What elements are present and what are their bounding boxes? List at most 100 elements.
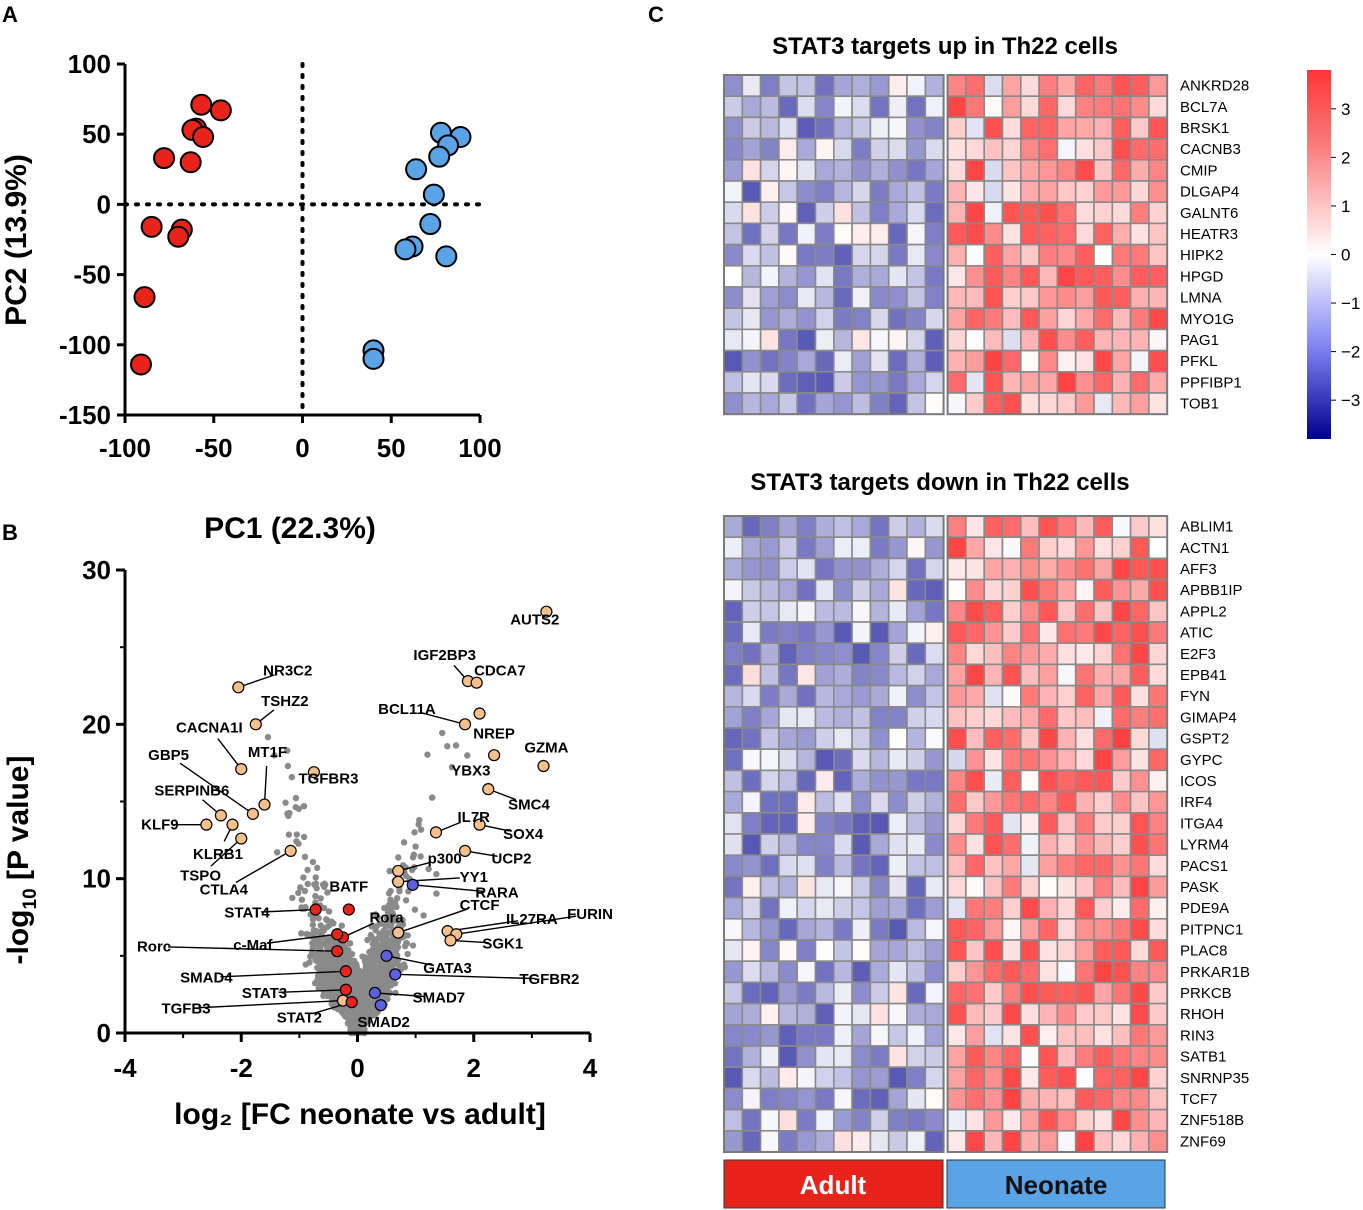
volcano-gene-point (358, 999, 365, 1006)
heatmap-row-label: E2F3 (1180, 646, 1216, 663)
heatmap-cell (1093, 222, 1114, 246)
heatmap-cell (1074, 243, 1095, 267)
heatmap-cell (723, 1066, 744, 1090)
heatmap-cell (723, 557, 744, 581)
volcano-gene-point (377, 920, 384, 927)
heatmap-cell (983, 349, 1004, 373)
heatmap-cell (1129, 328, 1150, 352)
heatmap-cell (832, 1087, 853, 1111)
heatmap-cell (1129, 790, 1150, 814)
heatmap-cell (759, 557, 780, 581)
heatmap-cell (741, 578, 762, 602)
heatmap-cell (814, 896, 835, 920)
heatmap-cell (983, 95, 1004, 119)
colorbar-tick-label: 2 (1341, 148, 1350, 167)
heatmap-cell (1129, 917, 1150, 941)
heatmap-row-label: APBB1IP (1180, 582, 1243, 599)
heatmap-cell (796, 1108, 817, 1132)
heatmap-up: ANKRD28 BCL7A BRSK1 CACNB3 CMIP DLGAP4 GALNT6 H… (723, 74, 1249, 416)
heatmap-cell (723, 663, 744, 687)
volcano-point-tgfbr2 (389, 968, 402, 981)
heatmap-cell (1038, 264, 1059, 288)
heatmap-cell (1129, 833, 1150, 857)
heatmap-cell (1093, 307, 1114, 331)
heatmap-cell (778, 684, 799, 708)
heatmap-cell (1129, 95, 1150, 119)
heatmap-cell (965, 1002, 986, 1026)
heatmap-cell (832, 1108, 853, 1132)
heatmap-cell (851, 328, 872, 352)
heatmap-cell (924, 1002, 945, 1026)
heatmap-cell (1093, 74, 1114, 98)
heatmap-cell (965, 222, 986, 246)
heatmap-cell (887, 1045, 908, 1069)
heatmap-cell (906, 1045, 927, 1069)
heatmap-cell (924, 833, 945, 857)
heatmap-row-label: DLGAP4 (1180, 184, 1239, 201)
y-title-tail: [P value] (2, 756, 35, 889)
heatmap-cell (759, 939, 780, 963)
heatmap-cell (759, 349, 780, 373)
heatmap-cell (796, 74, 817, 98)
heatmap-cell (887, 222, 908, 246)
heatmap-cell (759, 875, 780, 899)
heatmap-cell (778, 286, 799, 310)
heatmap-cell (814, 536, 835, 560)
pca-y-tick-label: -50 (73, 260, 111, 290)
volcano-gene-point (315, 915, 322, 922)
heatmap-cell (869, 1045, 890, 1069)
heatmap-cell (1056, 1130, 1077, 1153)
heatmap-cell (778, 95, 799, 119)
heatmap-cell (1074, 811, 1095, 835)
heatmap-cell (759, 1066, 780, 1090)
heatmap-cell (1111, 243, 1132, 267)
heatmap-cell (723, 833, 744, 857)
heatmap-cell (924, 392, 945, 416)
panel-letter-a: A (2, 2, 18, 27)
heatmap-cell (906, 705, 927, 729)
heatmap-cell (778, 833, 799, 857)
heatmap-cell (814, 705, 835, 729)
volcano-gene-point (300, 802, 308, 810)
heatmap-cell (1001, 875, 1022, 899)
heatmap-cell (1038, 790, 1059, 814)
heatmap-cell (983, 705, 1004, 729)
heatmap-cell (1093, 621, 1114, 645)
heatmap-cell (1019, 917, 1040, 941)
heatmap-cell (723, 854, 744, 878)
heatmap-cell (778, 243, 799, 267)
heatmap-cell (1111, 727, 1132, 751)
heatmap-row-label: ZNF518B (1180, 1112, 1244, 1129)
heatmap-cell (1093, 349, 1114, 373)
heatmap-cell (1038, 875, 1059, 899)
volcano-gene-point (381, 904, 388, 912)
heatmap-cell (965, 264, 986, 288)
volcano-gene-point (313, 928, 321, 936)
volcano-gene-point (309, 858, 317, 866)
heatmap-cell (832, 981, 853, 1005)
heatmap-cell (1093, 578, 1114, 602)
heatmap-cell (778, 180, 799, 204)
heatmap-cell (723, 264, 744, 288)
heatmap-cell (1001, 854, 1022, 878)
heatmap-cell (759, 159, 780, 182)
heatmap-cell (759, 578, 780, 602)
heatmap-cell (851, 896, 872, 920)
heatmap-cell (796, 180, 817, 204)
heatmap-cell (946, 349, 967, 373)
heatmap-cell (1019, 95, 1040, 119)
heatmap-cell (1111, 811, 1132, 835)
heatmap-cell (832, 642, 853, 666)
heatmap-cell (796, 515, 817, 539)
heatmap-cell (778, 370, 799, 394)
heatmap-cell (741, 939, 762, 963)
heatmap-cell (796, 621, 817, 645)
volcano-gene-point (288, 773, 296, 781)
heatmap-cell (814, 286, 835, 310)
heatmap-cell (1129, 875, 1150, 899)
heatmap-cell (778, 264, 799, 288)
heatmap-cell (983, 1002, 1004, 1026)
heatmap-cell (924, 811, 945, 835)
heatmap-cell (946, 727, 967, 751)
heatmap-cell (741, 1045, 762, 1069)
